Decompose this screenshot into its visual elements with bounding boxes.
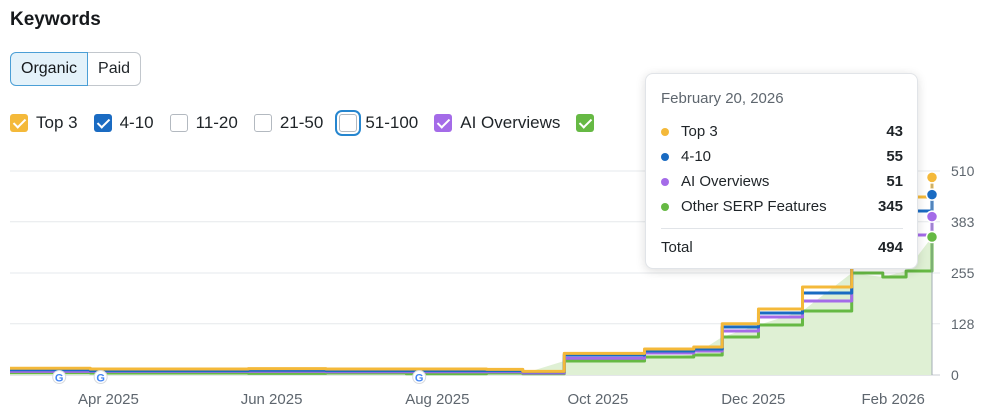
tooltip-label: AI Overviews — [681, 173, 770, 190]
y-tick-label: 383 — [951, 214, 975, 230]
tooltip-total-value: 494 — [877, 239, 903, 256]
tooltip-dot — [661, 177, 669, 186]
chart-tooltip: February 20, 2026 Top 3 43 4-10 55 AI Ov… — [645, 73, 918, 269]
google-icon: G — [96, 373, 105, 385]
filter-label-51-100: 51-100 — [365, 113, 419, 132]
tooltip-value: 51 — [886, 173, 903, 190]
tooltip-label: Top 3 — [681, 123, 718, 140]
filter-label-21-50: 21-50 — [279, 113, 324, 132]
checkbox-serp-features[interactable] — [576, 114, 595, 132]
checkbox-ai-overviews[interactable] — [434, 114, 453, 132]
tooltip-total-row: Total 494 — [661, 235, 903, 260]
checkbox-4-10[interactable] — [93, 114, 112, 132]
google-update-marker — [52, 370, 67, 384]
organic-paid-toggle: Organic Paid — [10, 52, 142, 86]
filter-4-10[interactable]: 4-10 — [93, 113, 154, 133]
tab-paid[interactable]: Paid — [88, 52, 142, 86]
x-tick-label: Apr 2025 — [78, 391, 139, 408]
tooltip-dot — [661, 127, 669, 136]
checkbox-11-20[interactable] — [169, 114, 188, 132]
filter-label-top-3: Top 3 — [36, 113, 78, 132]
tooltip-total-label: Total — [661, 239, 693, 256]
series-point — [925, 210, 939, 223]
tooltip-divider — [661, 228, 903, 229]
series-point — [925, 230, 939, 244]
filter-label-ai-overviews: AI Overviews — [460, 113, 561, 132]
tooltip-row: 4-10 55 — [661, 144, 903, 169]
filter-ai-overviews[interactable]: AI Overviews — [434, 113, 560, 133]
x-tick-label: Dec 2025 — [721, 391, 785, 408]
filter-top-3[interactable]: Top 3 — [10, 113, 78, 133]
area-fill — [10, 237, 932, 375]
filter-serp-features[interactable] — [576, 114, 602, 132]
position-filters: Top 3 4-10 11-20 21-50 51-100 AI Overvie… — [10, 110, 618, 136]
tooltip-value: 345 — [877, 198, 903, 215]
google-icon: G — [55, 373, 64, 385]
google-update-marker — [412, 370, 427, 384]
tooltip-dot — [661, 152, 669, 161]
y-tick-label: 255 — [951, 265, 975, 281]
tooltip-dot — [661, 202, 669, 211]
filter-21-50[interactable]: 21-50 — [253, 113, 324, 133]
checkbox-top-3[interactable] — [10, 114, 28, 132]
x-tick-label: Feb 2026 — [861, 391, 924, 408]
filter-11-20[interactable]: 11-20 — [169, 113, 238, 133]
google-icon: G — [415, 373, 424, 385]
x-tick-label: Aug 2025 — [405, 391, 469, 408]
series-point — [925, 171, 939, 184]
tooltip-label: Other SERP Features — [681, 198, 827, 215]
y-tick-label: 0 — [951, 367, 959, 383]
page-title: Keywords — [10, 9, 101, 30]
x-tick-label: Oct 2025 — [567, 391, 628, 408]
y-tick-label: 510 — [951, 163, 975, 179]
filter-51-100[interactable]: 51-100 — [335, 110, 419, 136]
filter-label-4-10: 4-10 — [119, 113, 154, 132]
tooltip-row: Other SERP Features 345 — [661, 194, 903, 219]
tooltip-label: 4-10 — [681, 148, 712, 165]
tooltip-date: February 20, 2026 — [661, 90, 784, 107]
tooltip-row: Top 3 43 — [661, 119, 903, 144]
checkbox-51-100[interactable] — [335, 110, 362, 136]
tooltip-value: 43 — [886, 123, 903, 140]
tab-organic[interactable]: Organic — [10, 52, 89, 86]
tooltip-row: AI Overviews 51 — [661, 169, 903, 194]
filter-label-11-20: 11-20 — [195, 113, 238, 132]
google-update-marker — [93, 370, 108, 384]
tooltip-value: 55 — [886, 148, 903, 165]
y-tick-label: 128 — [951, 316, 975, 332]
checkbox-21-50[interactable] — [253, 114, 272, 132]
series-point — [925, 188, 939, 201]
x-tick-label: Jun 2025 — [241, 391, 303, 408]
